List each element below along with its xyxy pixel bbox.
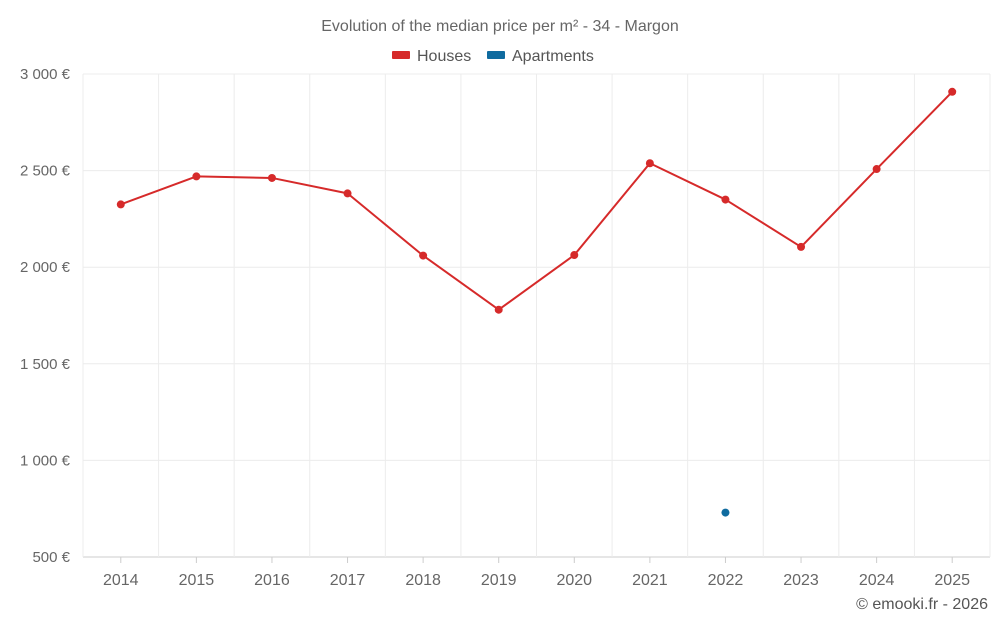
y-tick-label: 3 000 € <box>20 66 71 83</box>
legend-item-houses[interactable]: Houses <box>392 48 471 65</box>
legend-label-apartments: Apartments <box>512 48 594 65</box>
y-tick-label: 2 500 € <box>20 163 71 180</box>
data-point-apartments[interactable] <box>721 508 730 517</box>
legend-label-houses: Houses <box>417 48 471 65</box>
series <box>116 87 957 517</box>
data-point-houses[interactable] <box>343 189 352 198</box>
x-tick-label: 2021 <box>632 572 668 589</box>
x-tick-label: 2015 <box>179 572 215 589</box>
data-point-houses[interactable] <box>570 251 579 260</box>
x-tick-label: 2025 <box>934 572 970 589</box>
x-tick-label: 2020 <box>556 572 592 589</box>
grid <box>82 73 991 558</box>
series-line-houses <box>120 91 953 311</box>
y-tick-label: 500 € <box>32 549 70 566</box>
x-tick-label: 2022 <box>708 572 744 589</box>
data-point-houses[interactable] <box>797 242 806 251</box>
y-tick-label: 1 000 € <box>20 452 71 469</box>
data-point-houses[interactable] <box>267 173 276 182</box>
x-axis: 2014 2015 2016 2017 2018 2019 2020 2021 2022 2023… <box>103 557 970 589</box>
credit-text: © emooki.fr - 2026 <box>856 596 988 613</box>
data-point-houses[interactable] <box>645 159 654 168</box>
x-tick-label: 2023 <box>783 572 819 589</box>
legend-swatch-houses <box>392 51 410 59</box>
data-point-houses[interactable] <box>721 195 730 204</box>
x-tick-label: 2018 <box>405 572 441 589</box>
x-tick-label: 2014 <box>103 572 139 589</box>
data-point-houses[interactable] <box>494 305 503 314</box>
y-tick-label: 1 500 € <box>20 356 71 373</box>
legend: Houses Apartments <box>392 48 594 65</box>
x-tick-label: 2016 <box>254 572 290 589</box>
data-point-houses[interactable] <box>419 251 428 260</box>
y-tick-label: 2 000 € <box>20 259 71 276</box>
y-axis: 500 € 1 000 € 1 500 € 2 000 € 2 500 € 3 000 € <box>20 66 71 566</box>
data-point-houses[interactable] <box>948 87 957 96</box>
chart-title: Evolution of the median price per m² - 3… <box>321 18 679 35</box>
data-point-houses[interactable] <box>116 200 125 209</box>
x-tick-label: 2024 <box>859 572 895 589</box>
x-tick-label: 2019 <box>481 572 517 589</box>
x-tick-label: 2017 <box>330 572 366 589</box>
legend-item-apartments[interactable]: Apartments <box>487 48 594 65</box>
data-point-houses[interactable] <box>192 172 201 181</box>
data-point-houses[interactable] <box>872 165 881 174</box>
legend-swatch-apartments <box>487 51 505 59</box>
